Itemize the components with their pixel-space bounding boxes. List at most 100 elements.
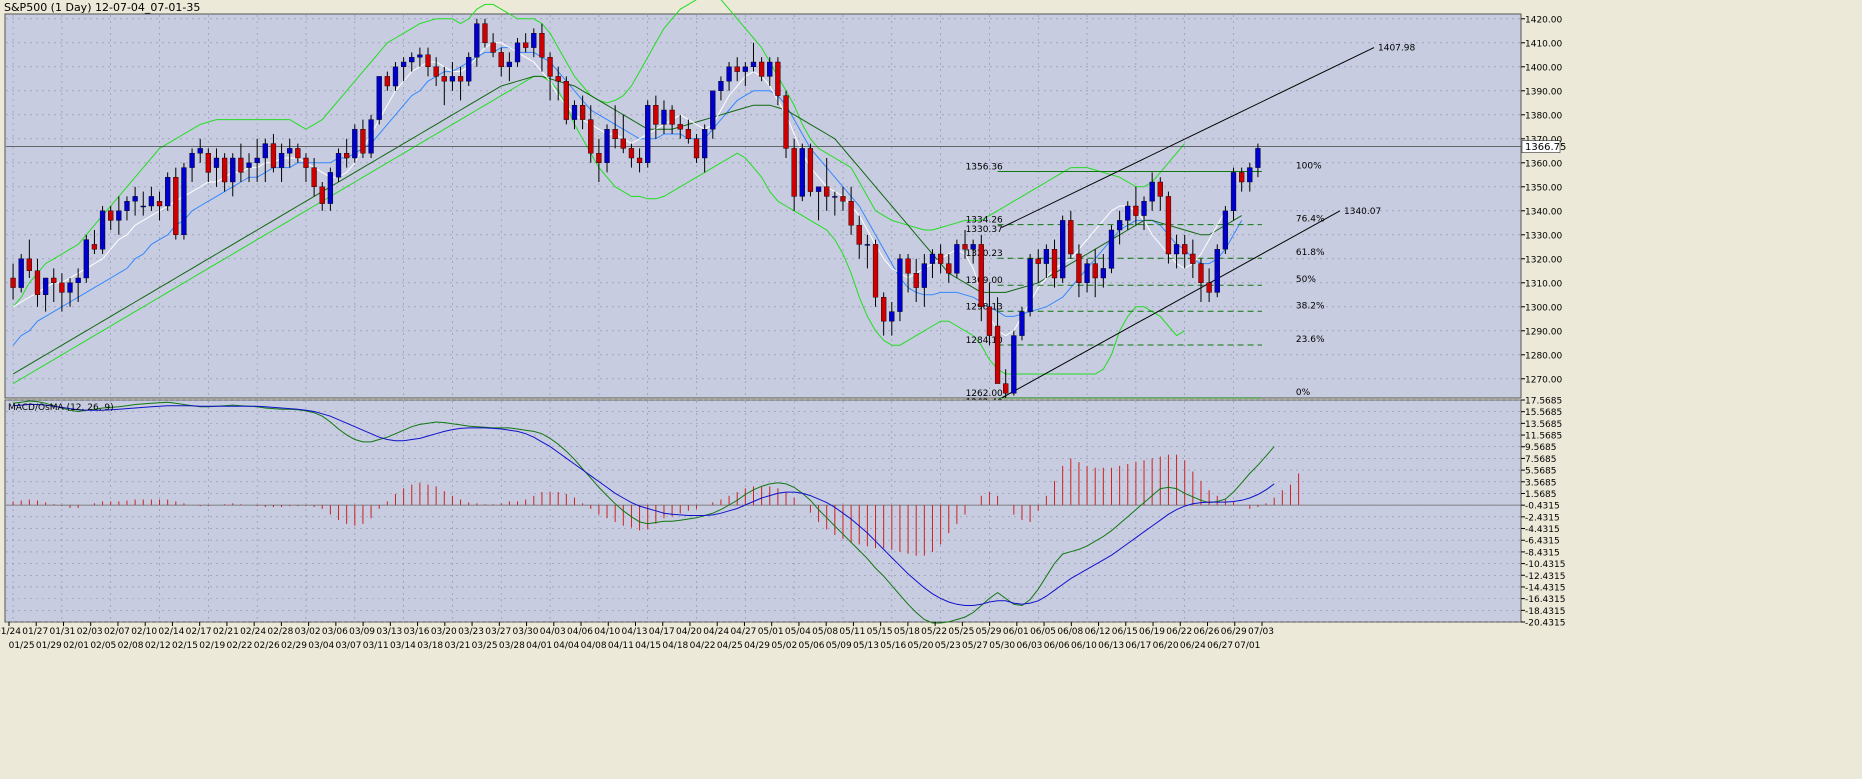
x-tick-label: 04/13 bbox=[622, 627, 648, 637]
x-tick-label: 03/02 bbox=[295, 627, 321, 637]
candle-body bbox=[767, 61, 773, 77]
price-y-tick-label: 1340.00 bbox=[1525, 207, 1562, 217]
candle-body bbox=[124, 200, 130, 211]
candle-body bbox=[1222, 210, 1229, 250]
x-tick-label: 02/19 bbox=[199, 641, 225, 651]
candle-body bbox=[807, 148, 814, 192]
candle-body bbox=[457, 76, 464, 82]
candle-body bbox=[506, 61, 513, 67]
moving-average-green-line bbox=[12, 75, 1242, 375]
fibonacci-percent-label: 0% bbox=[1296, 388, 1311, 398]
x-tick-label: 01/31 bbox=[49, 627, 75, 637]
x-tick-label: 06/19 bbox=[1139, 627, 1165, 637]
candle-body bbox=[498, 52, 504, 68]
candle-body bbox=[563, 80, 569, 120]
macd-pane[interactable] bbox=[4, 399, 1522, 623]
candle-body bbox=[1100, 268, 1106, 279]
candle-body bbox=[108, 210, 114, 221]
price-grid bbox=[6, 15, 1521, 398]
price-y-tick-label: 1300.00 bbox=[1525, 303, 1562, 313]
x-tick-label: 04/03 bbox=[540, 627, 566, 637]
candle-body bbox=[1157, 181, 1163, 197]
candle-body bbox=[441, 76, 447, 82]
price-y-tick-label: 1330.00 bbox=[1525, 231, 1562, 241]
candle-body bbox=[99, 210, 106, 250]
x-tick-label: 04/10 bbox=[594, 627, 620, 637]
current-price-marker: 1366.75 bbox=[1521, 140, 1566, 153]
candle-body bbox=[588, 119, 594, 154]
current-price-box bbox=[1521, 140, 1561, 153]
candle-body bbox=[986, 306, 993, 336]
candle-body bbox=[596, 152, 602, 163]
candle-body bbox=[287, 148, 293, 154]
fibonacci-percent-label: 50% bbox=[1296, 275, 1316, 285]
x-tick-label: 05/01 bbox=[758, 627, 784, 637]
candle-body bbox=[344, 152, 350, 159]
x-tick-label: 04/15 bbox=[635, 641, 661, 651]
candle-body bbox=[1125, 205, 1131, 221]
candle-body bbox=[1190, 253, 1196, 264]
x-tick-label: 02/24 bbox=[240, 627, 266, 637]
candle-body bbox=[791, 148, 797, 197]
candle-body bbox=[213, 157, 220, 168]
x-tick-label: 04/25 bbox=[717, 641, 743, 651]
candle-body bbox=[978, 244, 984, 307]
x-tick-label: 03/30 bbox=[513, 627, 539, 637]
candle-body bbox=[368, 119, 374, 154]
candle-body bbox=[1133, 205, 1139, 216]
x-tick-label: 05/22 bbox=[921, 627, 947, 637]
x-tick-label: 06/12 bbox=[1085, 627, 1111, 637]
candle-body bbox=[710, 90, 716, 130]
x-tick-label: 04/06 bbox=[567, 627, 593, 637]
candle-body bbox=[824, 186, 830, 197]
x-tick-label: 02/08 bbox=[118, 641, 144, 651]
candle-body bbox=[693, 138, 700, 159]
x-tick-label: 01/25 bbox=[9, 641, 35, 651]
level-price-label: 1330.37 bbox=[966, 225, 1003, 235]
x-tick-label: 06/26 bbox=[1194, 627, 1220, 637]
x-tick-label: 06/08 bbox=[1057, 627, 1083, 637]
price-y-tick-label: 1370.00 bbox=[1525, 135, 1562, 145]
candle-body bbox=[1149, 181, 1155, 202]
macd-plot bbox=[6, 400, 1521, 624]
macd-y-tick-label: 15.5685 bbox=[1525, 408, 1562, 418]
x-tick-label: 02/14 bbox=[158, 627, 184, 637]
price-y-axis: 1420.00 1410.00 1400.00 1390.00 1380.00 1370.… bbox=[1521, 15, 1562, 385]
x-tick-label: 03/27 bbox=[485, 627, 511, 637]
x-tick-label: 06/29 bbox=[1221, 627, 1247, 637]
fibonacci-price-label: 1320.23 bbox=[966, 249, 1003, 259]
candle-body bbox=[173, 176, 179, 235]
fibonacci-percent-label: 38.2% bbox=[1296, 301, 1325, 311]
candle-body bbox=[1019, 311, 1025, 336]
x-tick-label: 03/28 bbox=[499, 641, 525, 651]
candle-body bbox=[775, 61, 781, 96]
moving-average-blue-line bbox=[12, 47, 1243, 346]
candle-body bbox=[417, 54, 423, 58]
candle-body bbox=[815, 186, 822, 192]
x-tick-label: 05/27 bbox=[962, 641, 988, 651]
candle-body bbox=[34, 270, 41, 295]
fibonacci-price-label: 1334.26 bbox=[966, 216, 1003, 226]
candle-body bbox=[628, 148, 635, 159]
candle-body bbox=[189, 152, 195, 168]
price-y-tick-label: 1280.00 bbox=[1525, 351, 1562, 361]
price-y-tick-label: 1390.00 bbox=[1525, 87, 1562, 97]
candle-body bbox=[653, 104, 659, 125]
x-tick-label: 05/25 bbox=[948, 627, 974, 637]
candle-body bbox=[1141, 200, 1147, 216]
candle-body bbox=[490, 42, 496, 53]
candle-body bbox=[26, 258, 32, 271]
candle-body bbox=[83, 239, 89, 279]
candle-body bbox=[262, 143, 268, 159]
x-tick-label: 05/29 bbox=[976, 627, 1002, 637]
price-y-tick-label: 1400.00 bbox=[1525, 63, 1562, 73]
candle-body bbox=[433, 66, 439, 77]
candle-body bbox=[482, 23, 488, 44]
x-tick-label: 06/17 bbox=[1125, 641, 1151, 651]
candle-body bbox=[881, 297, 887, 322]
candle-body bbox=[889, 311, 895, 322]
candle-body bbox=[335, 152, 342, 178]
candle-body bbox=[840, 196, 846, 202]
macd-y-tick-label: 3.5685 bbox=[1525, 478, 1557, 488]
candle-body bbox=[352, 128, 358, 159]
